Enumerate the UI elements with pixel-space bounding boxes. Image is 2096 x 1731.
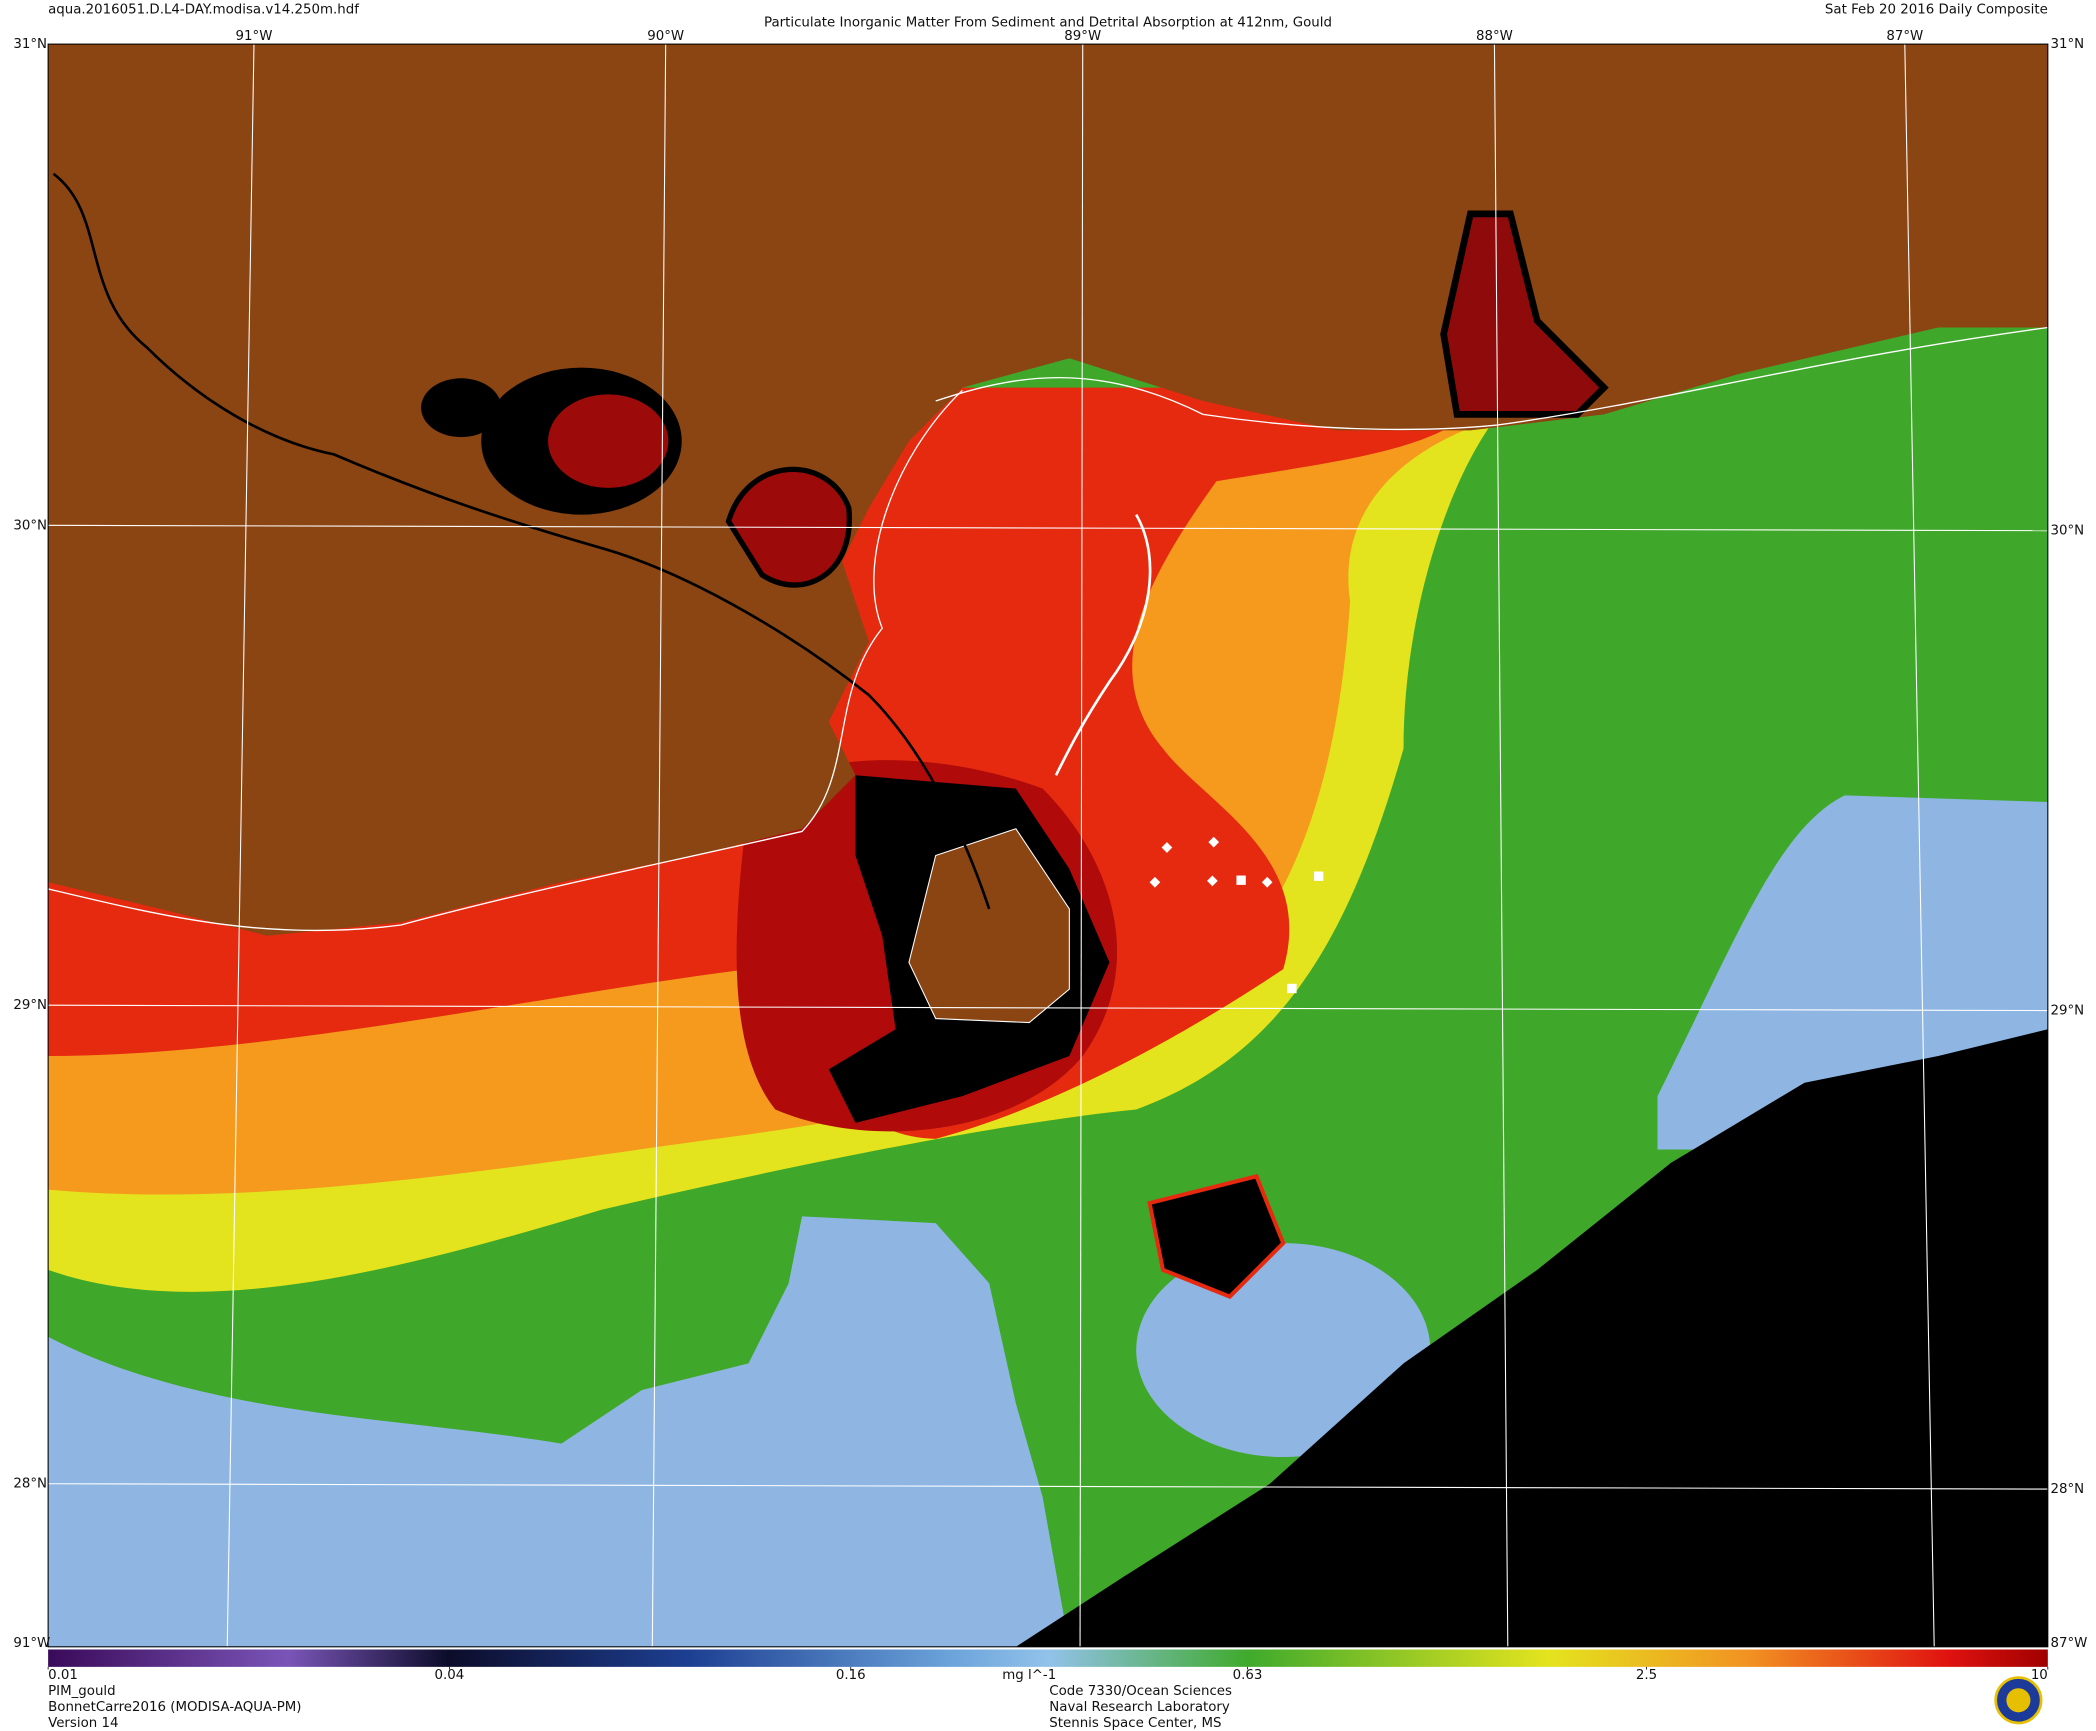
colorbar-tick-label: 0.04 — [435, 1668, 465, 1683]
map-frame — [47, 43, 2049, 1648]
station — [1313, 871, 1324, 881]
lon-label: 87°W — [1886, 29, 1923, 44]
lon-label: 89°W — [1064, 29, 1101, 44]
colorbar-unit: mg l^-1 — [1002, 1668, 1056, 1683]
station — [1149, 876, 1161, 888]
lake — [421, 378, 502, 438]
product-line: Version 14 — [48, 1716, 118, 1731]
coastline — [48, 389, 963, 932]
lon-label: 88°W — [1476, 29, 1513, 44]
product-line: PIM_gould — [48, 1684, 116, 1699]
colorbar — [48, 1649, 2048, 1667]
map-title: Particulate Inorganic Matter From Sedime… — [764, 16, 1332, 31]
logo — [1994, 1676, 2043, 1725]
filename: aqua.2016051.D.L4-DAY.modisa.v14.250m.hd… — [48, 2, 359, 17]
lat-label: 29°N — [2050, 1004, 2084, 1019]
parallel — [48, 1483, 2048, 1490]
station — [1208, 836, 1220, 848]
lake — [548, 394, 669, 488]
lat-label: 31°N — [13, 37, 47, 52]
barrier-islands — [1054, 513, 1152, 776]
lon-label: 91°W — [13, 1636, 50, 1651]
colorbar-tick-label: 10 — [2031, 1668, 2048, 1683]
delta — [908, 828, 1070, 1024]
logo-center — [2006, 1688, 2031, 1713]
parallel — [48, 1004, 2048, 1012]
lat-label: 28°N — [2050, 1482, 2084, 1497]
lon-label: 90°W — [647, 29, 684, 44]
parallel — [48, 524, 2048, 532]
water-clear — [48, 1216, 1070, 1647]
lon-label: 91°W — [236, 29, 273, 44]
meridian — [226, 44, 255, 1647]
lon-label: 87°W — [2050, 1636, 2087, 1651]
colorbar-tick-label: 0.01 — [48, 1668, 78, 1683]
lab-line: Stennis Space Center, MS — [1049, 1716, 1221, 1731]
lab-line: Naval Research Laboratory — [1049, 1700, 1230, 1715]
meridian — [1904, 44, 1935, 1647]
lat-label: 28°N — [13, 1477, 47, 1492]
no-data — [1015, 1029, 2048, 1647]
graticule — [48, 44, 2048, 1647]
colorbar-tick-label: 0.16 — [836, 1668, 866, 1683]
lab-line: Code 7330/Ocean Sciences — [1049, 1684, 1232, 1699]
colorbar-tick-label: 2.5 — [1636, 1668, 1657, 1683]
lat-label: 31°N — [2050, 37, 2084, 52]
water-clear — [1136, 1243, 1431, 1458]
composite-date: Sat Feb 20 2016 Daily Composite — [1825, 2, 2048, 17]
meridian — [1493, 44, 1509, 1647]
colorbar-ticks: 0.01 0.04 0.16 0.63 2.5 10 — [47, 1666, 2049, 1683]
map-image — [48, 44, 2048, 1647]
river — [52, 172, 991, 910]
lat-label: 30°N — [13, 518, 47, 533]
figure-content: aqua.2016051.D.L4-DAY.modisa.v14.250m.hd… — [13, 2, 2087, 1731]
colorbar-tick-label: 0.63 — [1233, 1668, 1263, 1683]
meridian — [1079, 44, 1084, 1647]
meridian — [651, 44, 667, 1647]
station — [1236, 875, 1246, 885]
lat-label: 29°N — [13, 998, 47, 1013]
station — [1287, 983, 1297, 994]
coastline — [935, 326, 2048, 431]
bay — [1440, 210, 1609, 418]
lat-label: 30°N — [2050, 524, 2084, 539]
product-line: BonnetCarre2016 (MODISA-AQUA-PM) — [48, 1700, 301, 1715]
land — [48, 44, 2048, 936]
cloud-mask — [1147, 1173, 1286, 1299]
